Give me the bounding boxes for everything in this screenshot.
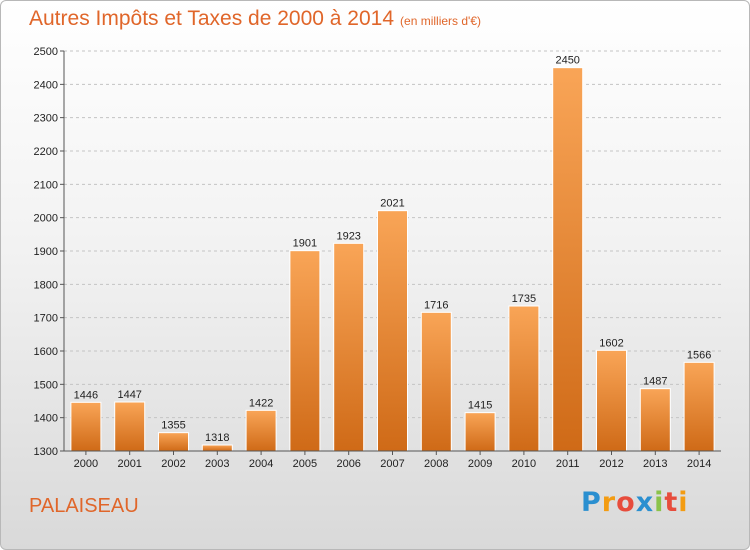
y-tick-label: 1400 xyxy=(34,413,58,425)
bar-value-label: 1735 xyxy=(512,293,536,305)
chart-subtitle: (en milliers d'€) xyxy=(400,14,482,28)
bar-value-label: 1355 xyxy=(161,420,185,432)
y-tick-label: 2000 xyxy=(34,213,58,225)
y-tick-label: 1300 xyxy=(34,446,58,458)
x-tick-label: 2004 xyxy=(249,458,273,470)
y-tick-label: 1900 xyxy=(34,246,58,258)
logo-letter: r xyxy=(601,487,617,518)
bar-2000 xyxy=(70,401,102,452)
bar-value-label: 2450 xyxy=(555,55,579,67)
chart-title: Autres Impôts et Taxes de 2000 à 2014 (en… xyxy=(29,7,481,31)
y-tick-label: 2400 xyxy=(34,79,58,91)
bar-value-label: 1447 xyxy=(117,389,141,401)
bar-2002 xyxy=(158,432,189,452)
y-tick-label: 1600 xyxy=(34,346,58,358)
bar-value-label: 2021 xyxy=(380,198,404,210)
x-tick-label: 2005 xyxy=(293,458,317,470)
x-tick-label: 2013 xyxy=(643,458,667,470)
bar-value-label: 1566 xyxy=(687,349,711,361)
y-tick-label: 2300 xyxy=(34,113,58,125)
bar-2006 xyxy=(333,242,365,452)
logo-letter: i xyxy=(678,487,689,518)
commune-name: PALAISEAU xyxy=(29,495,139,517)
bar-value-label: 1487 xyxy=(643,376,667,388)
bar-2003 xyxy=(201,444,233,452)
bar-value-label: 1422 xyxy=(249,397,273,409)
bar-2005 xyxy=(289,250,321,452)
x-tick-label: 2008 xyxy=(424,458,448,470)
bar-value-label: 1901 xyxy=(293,238,317,250)
bar-2004 xyxy=(245,409,277,452)
y-tick-label: 2200 xyxy=(34,146,58,158)
x-tick-label: 2009 xyxy=(468,458,492,470)
x-tick-label: 2007 xyxy=(380,458,404,470)
bar-2013 xyxy=(639,388,671,452)
bar-2011 xyxy=(552,67,584,452)
logo-letter: o xyxy=(616,487,636,518)
logo-letter: t xyxy=(664,487,679,518)
bar-value-label: 1415 xyxy=(468,400,492,412)
y-tick-label: 1500 xyxy=(34,379,58,391)
logo-letter: P xyxy=(581,487,602,518)
y-tick-label: 2500 xyxy=(34,46,58,58)
bar-2001 xyxy=(114,401,146,452)
bars: 1446 1447 1355 1318 1422 1901 1923 2021 1716 1415… xyxy=(70,55,715,452)
logo-letter: i xyxy=(654,487,665,518)
x-tick-label: 2012 xyxy=(599,458,623,470)
bar-value-label: 1923 xyxy=(336,230,360,242)
x-tick-label: 2000 xyxy=(74,458,98,470)
x-tick-label: 2010 xyxy=(512,458,536,470)
axes: 1300 1400 1500 1600 1700 1800 1900 2000 2100 2200… xyxy=(34,46,721,470)
bar-2014 xyxy=(683,361,715,452)
x-tick-label: 2002 xyxy=(161,458,185,470)
x-tick-label: 2011 xyxy=(556,458,580,470)
x-tick-label: 2006 xyxy=(336,458,360,470)
chart-title-text: Autres Impôts et Taxes de 2000 à 2014 xyxy=(29,7,395,30)
x-tick-label: 2014 xyxy=(687,458,711,470)
bar-2009 xyxy=(464,412,496,452)
y-tick-label: 1800 xyxy=(34,279,58,291)
x-tick-label: 2001 xyxy=(117,458,141,470)
bar-2008 xyxy=(420,311,452,452)
proxiti-logo: Proxiti xyxy=(581,487,689,518)
bar-value-label: 1716 xyxy=(424,299,448,311)
bar-2012 xyxy=(596,349,627,452)
x-tick-label: 2003 xyxy=(205,458,229,470)
bar-value-label: 1318 xyxy=(205,432,229,444)
bar-value-label: 1446 xyxy=(74,389,98,401)
logo-letter: x xyxy=(635,487,655,518)
bar-value-label: 1602 xyxy=(599,337,623,349)
bar-2010 xyxy=(508,305,540,452)
bar-2007 xyxy=(377,210,408,452)
y-tick-label: 1700 xyxy=(34,313,58,325)
y-tick-label: 2100 xyxy=(34,179,58,191)
